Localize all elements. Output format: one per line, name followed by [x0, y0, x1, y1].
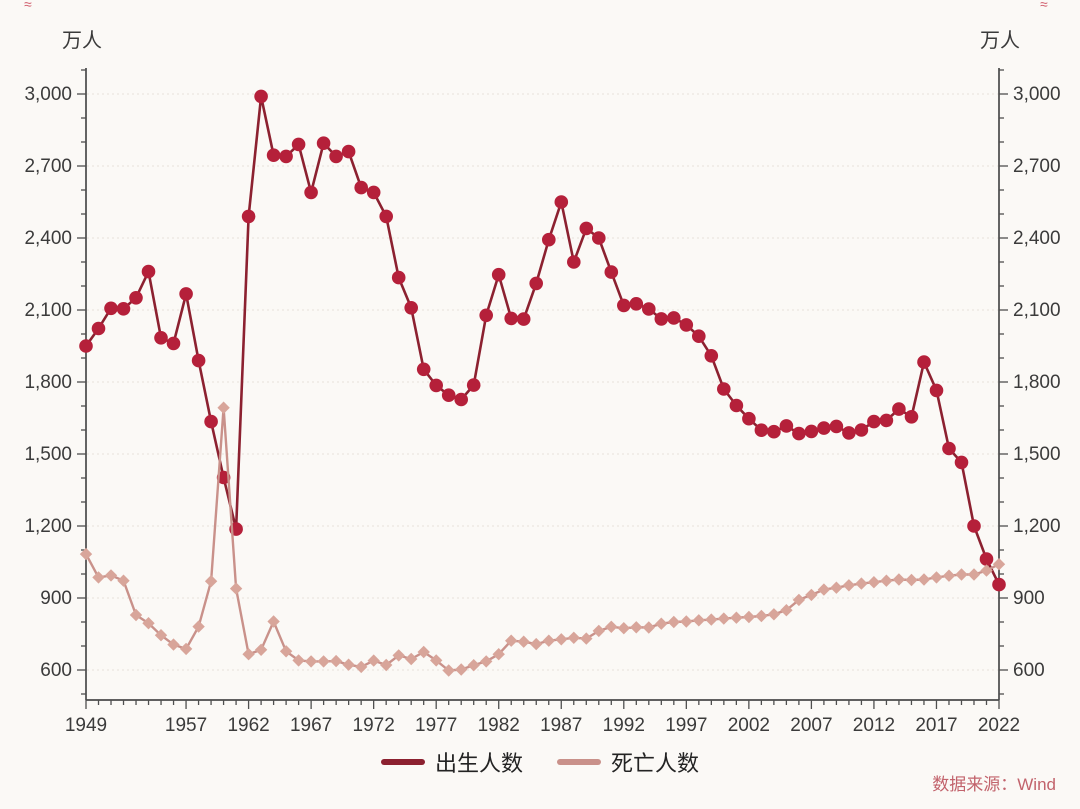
svg-text:1982: 1982 — [478, 715, 520, 736]
deaths-line-swatch — [557, 759, 601, 765]
data-source-note: 数据来源：Wind — [932, 775, 1056, 794]
svg-text:1,500: 1,500 — [24, 444, 72, 465]
x-axis-ticks — [85, 700, 1000, 709]
y-axis-unit-left: 万人 — [62, 30, 102, 52]
chart-legend: 出生人数 死亡人数 — [0, 746, 1080, 778]
legend-item-deaths: 死亡人数 — [557, 746, 699, 778]
x-axis-labels: 1949 1957 1962 1967 1972 1977 1982 1987 1992 1997… — [65, 715, 1020, 736]
svg-text:1977: 1977 — [415, 715, 457, 736]
legend-item-births: 出生人数 — [380, 746, 523, 778]
svg-text:2,400: 2,400 — [1013, 228, 1061, 249]
svg-text:1,800: 1,800 — [24, 372, 72, 393]
svg-text:900: 900 — [1013, 588, 1045, 609]
axes — [85, 68, 1000, 701]
svg-text:3,000: 3,000 — [1013, 84, 1061, 105]
crop-artifact-mark-right: ≈ — [1040, 0, 1048, 12]
births-legend-label: 出生人数 — [434, 751, 523, 776]
svg-text:1,500: 1,500 — [1013, 444, 1061, 465]
y-axis-unit-right: 万人 — [980, 30, 1020, 52]
svg-text:1987: 1987 — [540, 715, 582, 736]
svg-text:1,200: 1,200 — [24, 516, 72, 537]
svg-text:1,200: 1,200 — [1013, 516, 1061, 537]
svg-text:1957: 1957 — [165, 715, 207, 736]
crop-artifact-mark-left: ≈ — [24, 0, 32, 12]
svg-text:1992: 1992 — [603, 715, 645, 736]
svg-text:2,700: 2,700 — [1013, 156, 1061, 177]
svg-text:1,800: 1,800 — [1013, 372, 1061, 393]
svg-text:600: 600 — [40, 660, 72, 681]
svg-text:1997: 1997 — [665, 715, 707, 736]
svg-text:2,100: 2,100 — [1013, 300, 1061, 321]
y-axis-ticks — [77, 69, 1008, 695]
deaths-series — [79, 401, 1006, 677]
deaths-legend-label: 死亡人数 — [611, 751, 700, 776]
svg-text:1967: 1967 — [290, 715, 332, 736]
births-line-swatch — [380, 759, 425, 765]
svg-text:1962: 1962 — [227, 715, 269, 736]
svg-text:2012: 2012 — [853, 715, 895, 736]
svg-text:2002: 2002 — [728, 715, 770, 736]
births-series — [79, 89, 1006, 592]
svg-text:1949: 1949 — [65, 715, 107, 736]
svg-text:2007: 2007 — [790, 715, 832, 736]
svg-text:2022: 2022 — [978, 715, 1020, 736]
svg-text:2,700: 2,700 — [24, 156, 72, 177]
svg-text:2,400: 2,400 — [24, 228, 72, 249]
svg-text:900: 900 — [40, 588, 72, 609]
svg-text:3,000: 3,000 — [24, 84, 72, 105]
svg-text:600: 600 — [1013, 660, 1045, 681]
svg-text:1972: 1972 — [353, 715, 395, 736]
svg-text:2,100: 2,100 — [24, 300, 72, 321]
svg-text:2017: 2017 — [915, 715, 957, 736]
y-axis-labels: 600 600 900 900 1,200 1,200 1,500 1,500 1,800 1,8… — [24, 84, 1060, 681]
